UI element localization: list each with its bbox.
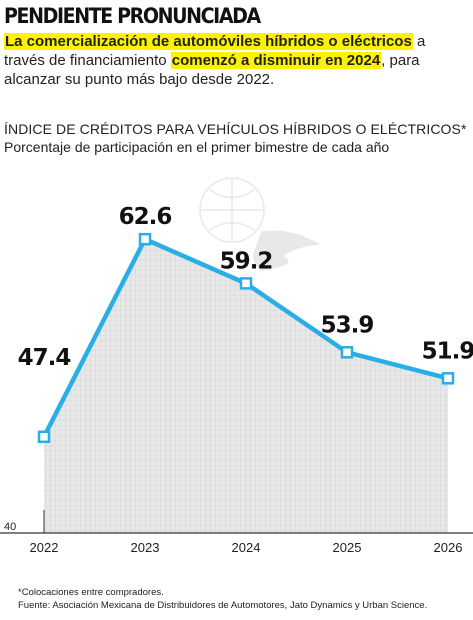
- lead-text-2: , para alcanzar su punto más bajo desde …: [4, 52, 420, 88]
- x-tick-label-2024: 2024: [232, 540, 261, 555]
- data-point-2022: [37, 430, 51, 444]
- data-point-2023: [138, 232, 152, 246]
- data-label-2022: 47.4: [18, 345, 71, 371]
- data-label-2026: 51.9: [422, 338, 473, 364]
- y-tick-label: 40: [4, 521, 16, 533]
- data-label-2023: 62.6: [119, 204, 172, 230]
- footnotes: *Colocaciones entre compradores. Fuente:…: [18, 586, 468, 612]
- x-tick-label-2023: 2023: [131, 540, 160, 555]
- area-fill: [44, 239, 448, 533]
- data-label-2025: 53.9: [321, 312, 374, 338]
- data-label-2024: 59.2: [220, 248, 273, 274]
- chart-subtitle: Porcentaje de participación en el primer…: [4, 139, 390, 155]
- watermark-emblem-icon: [199, 177, 321, 271]
- footnote-note: *Colocaciones entre compradores.: [18, 587, 164, 598]
- x-tick-label-2026: 2026: [434, 540, 463, 555]
- lead-paragraph: La comercialización de automóviles híbri…: [4, 32, 466, 89]
- x-tick-label-2025: 2025: [333, 540, 362, 555]
- data-point-2026: [441, 372, 455, 385]
- x-tick-label-2022: 2022: [30, 540, 59, 555]
- lead-highlight-1: La comercialización de automóviles híbri…: [4, 33, 413, 50]
- data-point-2025: [340, 346, 354, 359]
- data-point-2024: [239, 277, 253, 290]
- footnote-source: Fuente: Asociación Mexicana de Distribui…: [18, 600, 428, 611]
- lead-highlight-2: comenzó a disminuir en 2024: [170, 52, 382, 69]
- lead-text-1: a través de financiamiento: [4, 33, 426, 69]
- headline: PENDIENTE PRONUNCIADA: [4, 4, 261, 29]
- area-chart: 40 2022 2023 2024 2025 2026 47.4 62.6 59.2 53.9 5…: [0, 177, 473, 555]
- chart-title: ÍNDICE DE CRÉDITOS PARA VEHÍCULOS HÍBRID…: [4, 121, 467, 137]
